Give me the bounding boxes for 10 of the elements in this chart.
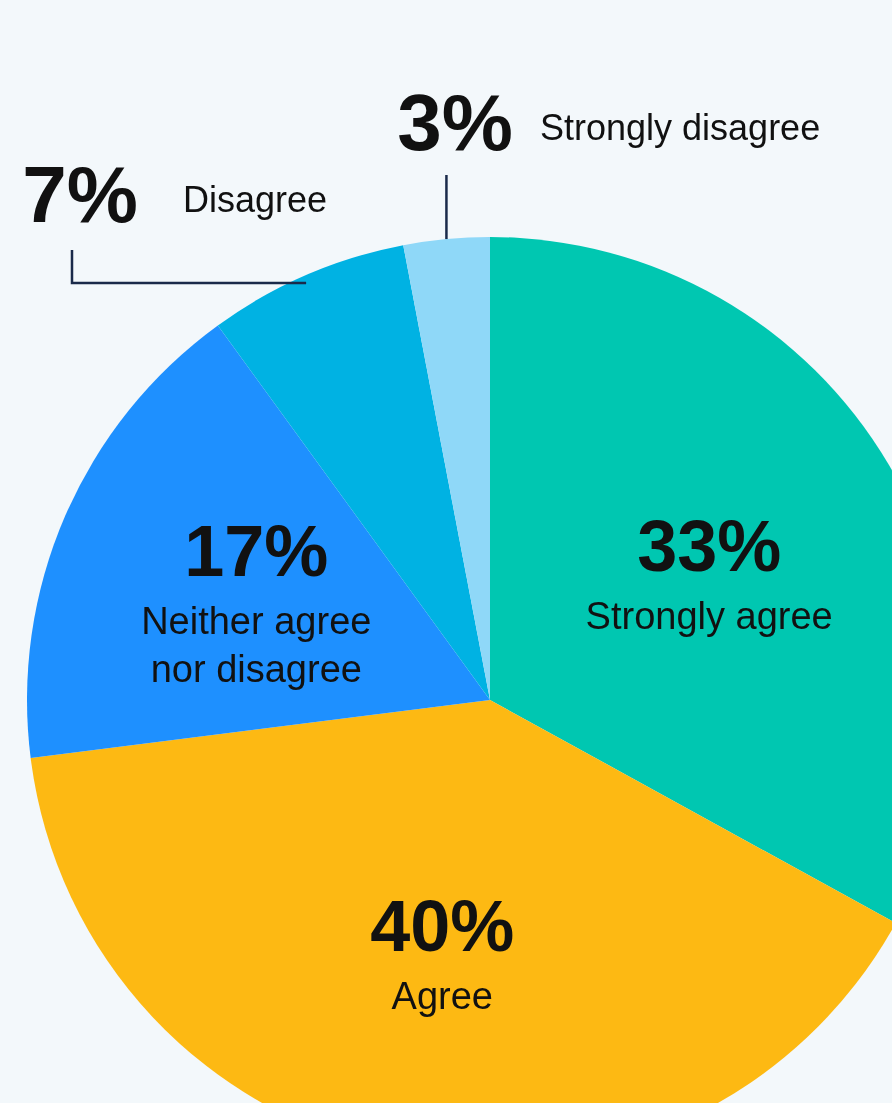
data-label: 33% <box>637 506 782 587</box>
data-label: 3% <box>397 78 513 167</box>
slice-label: Strongly disagree <box>540 107 821 148</box>
slice-label: Strongly agree <box>585 595 833 638</box>
slice-label: Disagree <box>183 179 328 220</box>
data-label: 17% <box>184 510 329 591</box>
slice-label: Neither agree nor disagree <box>141 599 372 690</box>
slice-label: Agree <box>391 975 493 1018</box>
data-label: 40% <box>370 886 515 967</box>
data-label: 7% <box>22 150 138 239</box>
